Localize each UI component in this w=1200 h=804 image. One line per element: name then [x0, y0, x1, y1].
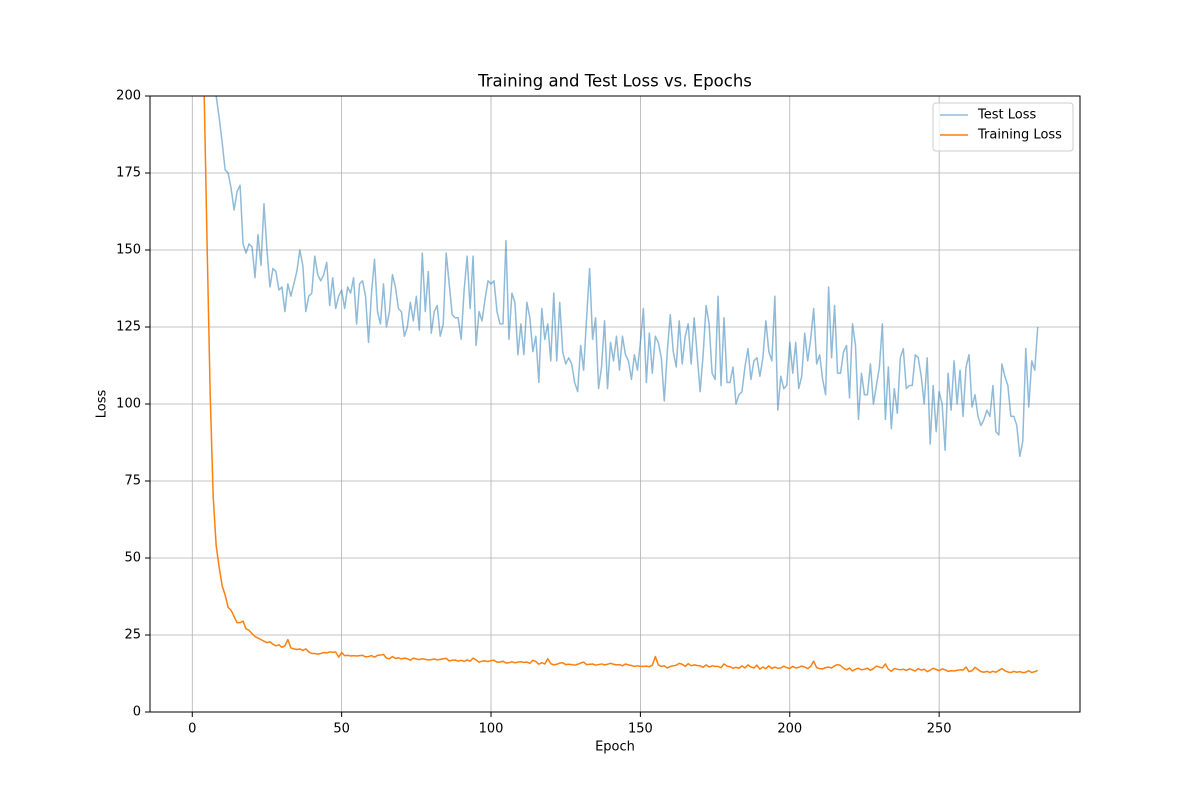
- x-tick-label: 150: [628, 722, 653, 737]
- y-tick-label: 100: [116, 397, 141, 412]
- y-axis-label: Loss: [95, 390, 110, 419]
- y-tick-label: 175: [116, 166, 141, 181]
- y-tick-label: 75: [124, 474, 141, 489]
- legend-label: Training Loss: [977, 128, 1062, 143]
- chart-title: Training and Test Loss vs. Epochs: [477, 72, 752, 91]
- x-tick-label: 100: [479, 722, 504, 737]
- y-tick-label: 150: [116, 243, 141, 258]
- x-axis-label: Epoch: [595, 740, 635, 755]
- x-tick-label: 250: [927, 722, 952, 737]
- x-tick-label: 200: [777, 722, 802, 737]
- y-tick-label: 0: [133, 705, 141, 720]
- y-tick-label: 200: [116, 89, 141, 104]
- plot-area: [203, 96, 1039, 674]
- y-tick-label: 25: [124, 628, 141, 643]
- x-tick-label: 50: [333, 722, 350, 737]
- data-line: [203, 96, 1039, 674]
- y-tick-label: 125: [116, 320, 141, 335]
- axes-frame: [149, 95, 1081, 713]
- axes: 0 50 100 150 200 250 0 25 50 75 100 125 150 175 200: [116, 89, 951, 737]
- x-tick-label: 0: [188, 722, 196, 737]
- data-line: [215, 96, 1039, 458]
- y-tick-label: 50: [124, 551, 141, 566]
- legend-label: Test Loss: [977, 108, 1036, 123]
- legend: Test Loss Training Loss: [932, 102, 1074, 152]
